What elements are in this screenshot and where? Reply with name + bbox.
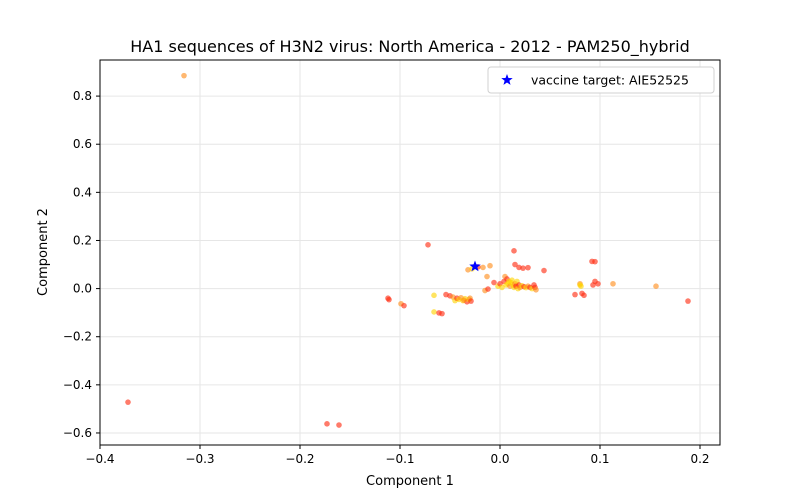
x-tick-label: 0.1 bbox=[590, 452, 609, 466]
data-point bbox=[653, 283, 659, 289]
data-point bbox=[595, 280, 601, 287]
data-point bbox=[512, 261, 518, 268]
plot-frame bbox=[99, 59, 721, 446]
data-point bbox=[468, 298, 474, 304]
data-point bbox=[431, 292, 437, 299]
chart-title: HA1 sequences of H3N2 virus: North Ameri… bbox=[130, 37, 689, 57]
data-point bbox=[511, 248, 517, 254]
y-tick-label: −0.6 bbox=[63, 426, 92, 440]
grid-lines bbox=[99, 60, 720, 445]
data-point bbox=[336, 422, 342, 428]
data-point bbox=[610, 280, 616, 287]
data-point bbox=[487, 262, 493, 269]
data-point bbox=[431, 309, 437, 315]
data-point bbox=[425, 242, 431, 248]
y-tick-label: 0.2 bbox=[73, 233, 92, 247]
vaccine-target-star bbox=[469, 260, 481, 272]
y-axis-label: Component 2 bbox=[36, 208, 51, 296]
data-point bbox=[181, 72, 187, 79]
y-tick-label: 0.4 bbox=[73, 185, 92, 199]
data-point bbox=[592, 258, 598, 265]
data-point bbox=[461, 297, 467, 303]
y-tick-label: 0.8 bbox=[73, 89, 92, 103]
data-point bbox=[525, 264, 531, 271]
data-point bbox=[324, 421, 330, 427]
data-point bbox=[401, 302, 407, 309]
y-tick-label: −0.2 bbox=[63, 330, 92, 344]
x-axis-ticks: −0.4 −0.3 −0.2 −0.1 0.0 0.1 0.2 bbox=[85, 445, 710, 466]
legend-box bbox=[487, 66, 715, 94]
data-point bbox=[439, 310, 445, 317]
data-point bbox=[577, 282, 583, 288]
data-point bbox=[485, 286, 491, 292]
legend-star-icon bbox=[501, 74, 513, 85]
data-point bbox=[572, 291, 578, 298]
data-point bbox=[386, 296, 392, 303]
y-axis-ticks: −0.6 −0.4 −0.2 0.0 0.2 0.4 0.6 0.8 bbox=[63, 89, 100, 440]
x-tick-label: −0.3 bbox=[185, 452, 214, 466]
data-point bbox=[491, 279, 497, 286]
x-tick-label: −0.2 bbox=[285, 452, 314, 466]
data-point bbox=[480, 264, 486, 271]
x-tick-label: 0.2 bbox=[690, 452, 709, 466]
x-tick-label: −0.1 bbox=[385, 452, 414, 466]
data-point bbox=[541, 267, 547, 274]
y-tick-label: 0.6 bbox=[73, 137, 92, 151]
x-tick-label: −0.4 bbox=[85, 452, 114, 466]
x-tick-label: 0.0 bbox=[490, 452, 509, 466]
legend-label: vaccine target: AIE52525 bbox=[531, 73, 689, 88]
vaccine-target-marker bbox=[469, 260, 481, 272]
y-tick-label: 0.0 bbox=[73, 282, 92, 296]
x-axis-label: Component 1 bbox=[366, 474, 454, 489]
data-point bbox=[520, 265, 526, 271]
data-points bbox=[125, 72, 691, 428]
data-point bbox=[533, 286, 539, 293]
data-point bbox=[685, 298, 691, 304]
data-point bbox=[484, 273, 490, 280]
data-point bbox=[125, 399, 131, 405]
y-tick-label: −0.4 bbox=[63, 378, 92, 392]
legend: vaccine target: AIE52525 bbox=[487, 66, 715, 94]
data-point bbox=[581, 292, 587, 299]
